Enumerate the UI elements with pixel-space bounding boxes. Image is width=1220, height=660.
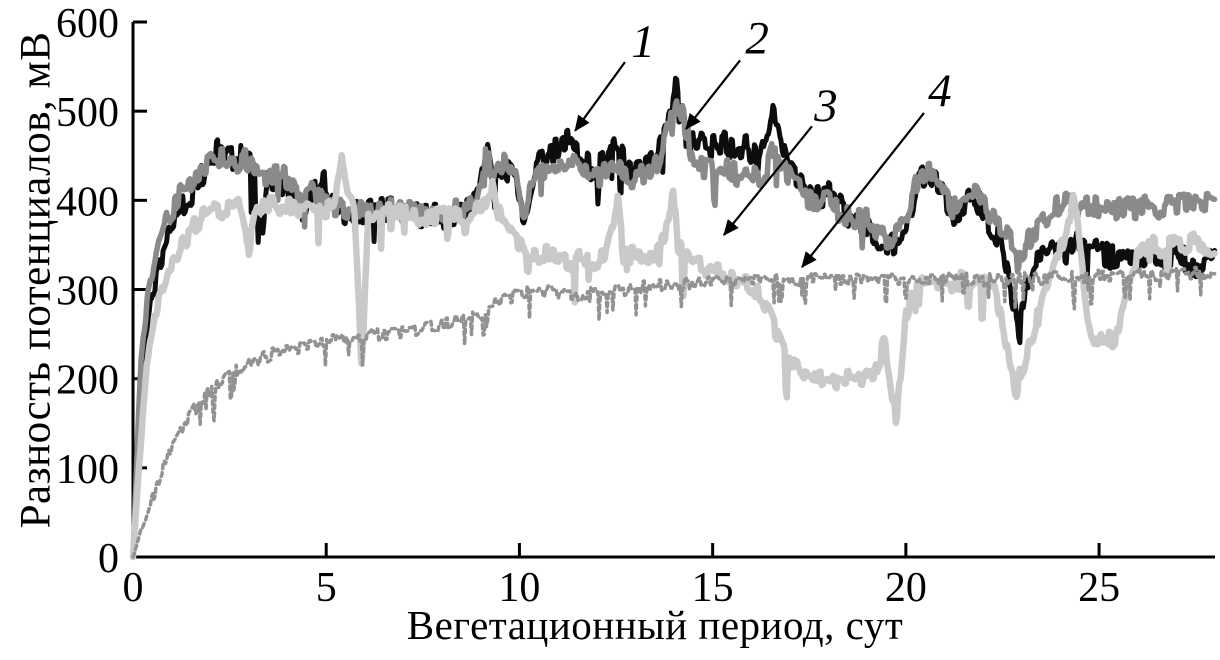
series-2-line bbox=[130, 98, 1218, 560]
x-axis-title: Вегетационный период, сут bbox=[406, 602, 904, 648]
y-tick-label: 600 bbox=[56, 1, 119, 47]
x-tick-label: 25 bbox=[1078, 565, 1120, 611]
series-2-callout-label: 2 bbox=[745, 12, 769, 64]
series-4-callout-arrow bbox=[801, 112, 925, 268]
x-tick-label: 0 bbox=[123, 565, 144, 611]
y-tick-label: 200 bbox=[56, 358, 119, 404]
y-tick-label: 500 bbox=[56, 90, 119, 136]
series-2-callout-arrow bbox=[685, 59, 741, 130]
series-4-callout-label: 4 bbox=[928, 65, 952, 117]
series-3-callout-arrow bbox=[722, 125, 813, 236]
x-tick-label: 10 bbox=[498, 565, 540, 611]
x-tick-label: 20 bbox=[885, 565, 927, 611]
series-1-line bbox=[130, 75, 1218, 560]
y-axis-title: Разность потенциалов, мВ bbox=[12, 31, 60, 529]
y-tick-label: 300 bbox=[56, 269, 119, 315]
series-3-callout-label: 3 bbox=[813, 80, 838, 132]
x-tick-label: 5 bbox=[316, 565, 337, 611]
x-tick-label: 15 bbox=[692, 565, 734, 611]
series-1-callout-arrow bbox=[574, 61, 626, 132]
series-1-callout-label: 1 bbox=[631, 16, 655, 68]
y-tick-label: 100 bbox=[56, 447, 119, 493]
series-3-line bbox=[129, 152, 1218, 561]
series-4-line bbox=[131, 265, 1217, 559]
y-tick-label: 400 bbox=[56, 179, 119, 225]
y-tick-label: 0 bbox=[98, 536, 119, 582]
